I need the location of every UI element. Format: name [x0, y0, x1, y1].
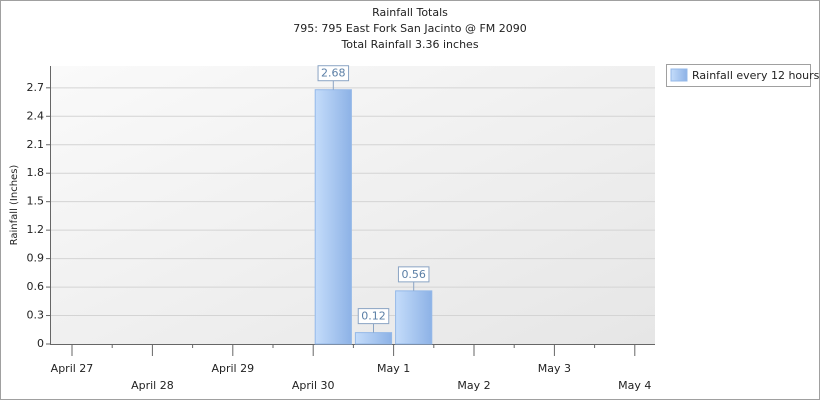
y-tick-label: 1.2 [27, 223, 45, 236]
x-tick-label: April 29 [211, 362, 254, 375]
value-label: 0.56 [401, 268, 426, 281]
y-tick-label: 2.1 [27, 138, 45, 151]
y-axis-label: Rainfall (Inches) [9, 165, 20, 246]
chart-subtitle: 795: 795 East Fork San Jacinto @ FM 2090 [293, 22, 527, 35]
x-tick-label: April 28 [131, 379, 174, 392]
legend-swatch [670, 68, 688, 82]
chart-annotation: Total Rainfall 3.36 inches [340, 38, 478, 51]
y-tick-label: 1.5 [27, 195, 45, 208]
y-tick-label: 0.9 [27, 252, 45, 265]
legend-label: Rainfall every 12 hours [692, 69, 820, 82]
x-tick-label: May 1 [377, 362, 410, 375]
legend [666, 64, 811, 87]
y-tick-label: 2.7 [27, 81, 45, 94]
y-tick-label: 0.6 [27, 280, 45, 293]
bar [354, 332, 393, 345]
plot-area [50, 66, 655, 344]
x-tick-label: May 4 [618, 379, 651, 392]
x-tick-label: April 27 [51, 362, 94, 375]
y-tick-label: 2.4 [27, 109, 45, 122]
x-tick-label: April 30 [292, 379, 335, 392]
value-label: 2.68 [321, 67, 346, 80]
bar [395, 290, 433, 345]
y-tick-label: 1.8 [27, 166, 45, 179]
x-tick-label: May 2 [457, 379, 490, 392]
y-tick-label: 0 [37, 337, 44, 350]
value-label: 0.12 [361, 310, 386, 323]
y-tick-label: 0.3 [27, 309, 45, 322]
bar [314, 89, 352, 345]
chart-title: Rainfall Totals [372, 6, 448, 19]
x-tick-label: May 3 [538, 362, 571, 375]
